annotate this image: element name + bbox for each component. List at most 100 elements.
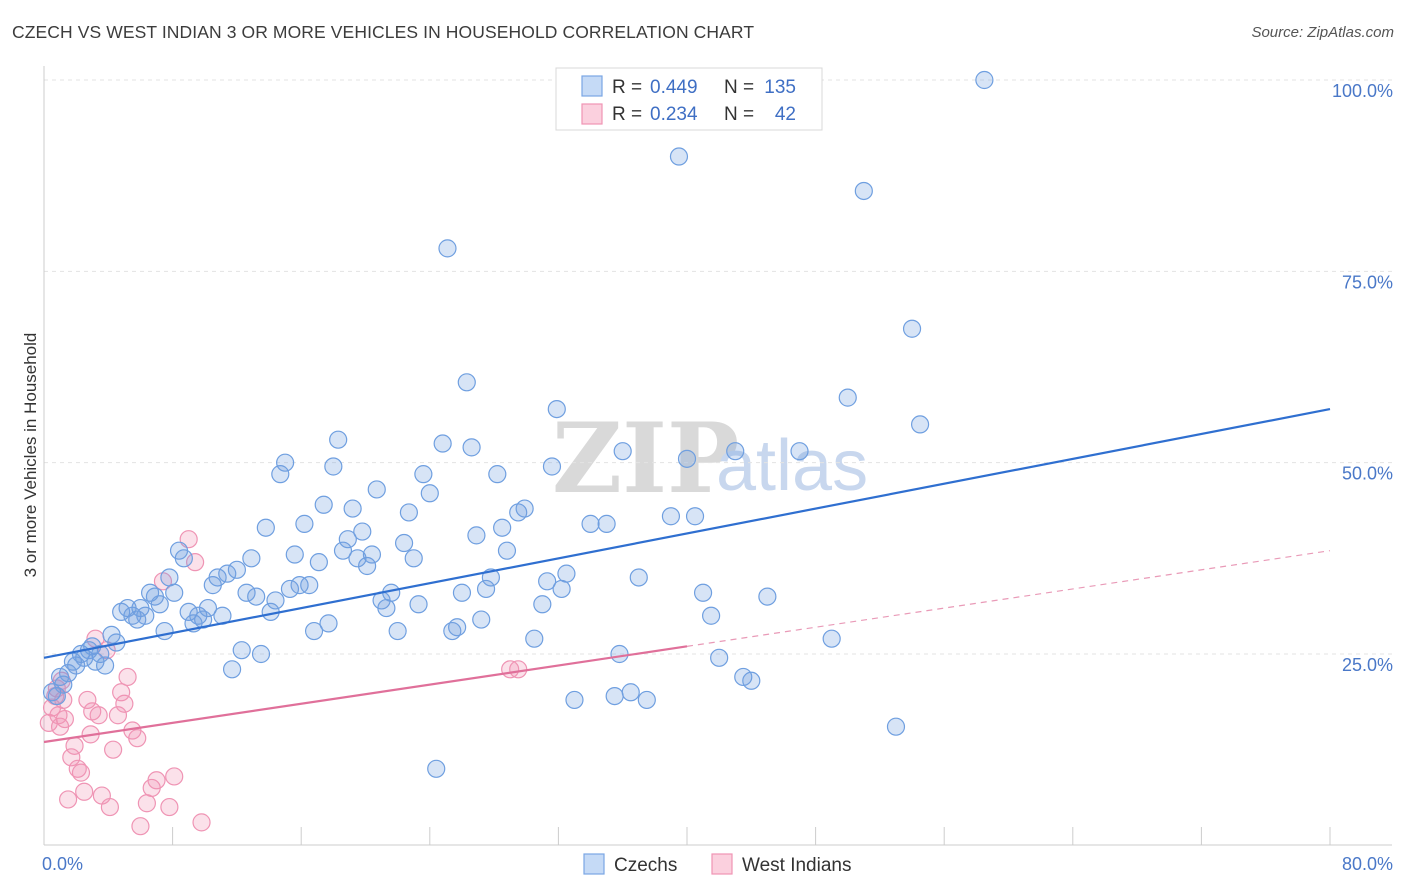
- czechs-point: [54, 675, 73, 694]
- legend-czechs-swatch: [581, 75, 603, 97]
- czechs-point: [710, 648, 729, 667]
- czechs-point: [399, 503, 419, 522]
- czechs-point: [637, 690, 656, 710]
- czechs-point: [565, 690, 584, 710]
- czechs-point: [726, 442, 745, 461]
- czechs-point: [497, 541, 517, 560]
- czechs-point: [790, 442, 809, 461]
- czechs-point: [304, 621, 324, 641]
- czechs-point: [902, 319, 922, 338]
- legend-west-indians-swatch: [581, 103, 603, 125]
- bottom-legend-czechs-label: Czechs: [614, 855, 677, 876]
- czechs-point: [476, 579, 496, 599]
- legend-czechs-n-label: N =: [724, 77, 754, 98]
- czechs-point: [742, 671, 761, 690]
- czechs-point: [838, 388, 857, 407]
- czechs-point: [975, 70, 994, 90]
- czechs-point: [538, 572, 557, 591]
- czechs-point: [629, 568, 648, 587]
- czechs-point: [242, 549, 261, 568]
- czechs-point: [348, 549, 367, 568]
- source-label: Source: ZipAtlas.com: [1251, 24, 1394, 41]
- y-axis-label: 3 or more Vehicles in Household: [21, 333, 40, 578]
- legend-czechs-r-label: R =: [612, 77, 642, 98]
- chart-title: CZECH VS WEST INDIAN 3 OR MORE VEHICLES …: [12, 22, 755, 42]
- west-indians-point: [509, 660, 528, 679]
- czechs-point: [91, 644, 110, 664]
- czechs-trendline: [43, 408, 1331, 659]
- czechs-point: [597, 514, 616, 533]
- czechs-point: [488, 465, 507, 484]
- czechs-point: [621, 683, 640, 702]
- west-indians-point: [78, 690, 97, 710]
- legend-west-indians-r-value: 0.234: [650, 104, 698, 125]
- czechs-point: [324, 457, 343, 476]
- czechs-point: [854, 181, 873, 201]
- czechs-point: [377, 598, 396, 618]
- czechs-point: [542, 457, 562, 476]
- czechs-point: [685, 507, 705, 526]
- bottom-legend: Czechs West Indians: [583, 853, 851, 876]
- west-indians-points: [39, 530, 528, 836]
- legend-czechs-n-value: 135: [764, 77, 796, 98]
- czechs-point: [247, 587, 266, 606]
- czechs-point: [285, 545, 304, 564]
- czechs-point: [362, 545, 382, 564]
- czechs-point: [758, 587, 777, 606]
- czechs-point: [661, 507, 681, 526]
- x-tick-label: 0.0%: [42, 854, 83, 874]
- czechs-point: [266, 591, 285, 610]
- czechs-point: [47, 686, 66, 706]
- czechs-point: [174, 549, 193, 568]
- czechs-point: [467, 526, 486, 545]
- czechs-point: [404, 549, 423, 568]
- czechs-point: [677, 449, 697, 468]
- west-indians-point: [137, 794, 156, 813]
- west-indians-trendline: [43, 645, 688, 744]
- czechs-point: [547, 399, 566, 419]
- czechs-point: [493, 518, 512, 537]
- legend-west-indians-n-label: N =: [724, 104, 754, 125]
- west-indians-point: [100, 797, 120, 817]
- west-indians-point: [165, 767, 184, 786]
- west-indians-trendline-extension: [686, 550, 1331, 647]
- legend-czechs-r-value: 0.449: [650, 77, 698, 98]
- czechs-point: [427, 759, 446, 778]
- czechs-point: [669, 147, 689, 166]
- czechs-point: [276, 453, 295, 472]
- czechs-point: [822, 629, 841, 648]
- czechs-point: [433, 434, 452, 453]
- czechs-point: [702, 606, 721, 625]
- czechs-point: [472, 610, 491, 629]
- czechs-point: [457, 373, 476, 392]
- czechs-point: [886, 717, 906, 736]
- czechs-point: [610, 644, 629, 664]
- czechs-point: [338, 530, 357, 549]
- czechs-point: [314, 495, 333, 514]
- czechs-point: [394, 533, 414, 553]
- west-indians-point: [104, 740, 123, 759]
- czechs-point: [533, 595, 552, 614]
- czechs-point: [160, 568, 179, 587]
- west-indians-point: [192, 813, 211, 832]
- legend-west-indians-n-value: 42: [775, 104, 796, 125]
- czechs-points: [42, 70, 994, 778]
- trendlines: [43, 408, 1331, 744]
- west-indians-point: [65, 736, 84, 755]
- czechs-point: [420, 484, 439, 503]
- czechs-point: [300, 576, 319, 595]
- czechs-point: [581, 514, 600, 533]
- west-indians-point: [62, 748, 81, 767]
- watermark-zip: ZIP: [552, 402, 739, 515]
- czechs-point: [179, 602, 198, 622]
- gridlines: [44, 79, 1392, 655]
- x-tick-labels: 0.0% 80.0%: [42, 854, 1393, 874]
- czechs-point: [290, 576, 309, 595]
- czechs-point: [333, 541, 353, 560]
- czechs-point: [367, 480, 386, 499]
- czechs-point: [232, 641, 251, 660]
- west-indians-point: [71, 763, 91, 782]
- czechs-point: [237, 583, 256, 602]
- czechs-point: [280, 579, 300, 599]
- west-indians-point: [55, 709, 74, 729]
